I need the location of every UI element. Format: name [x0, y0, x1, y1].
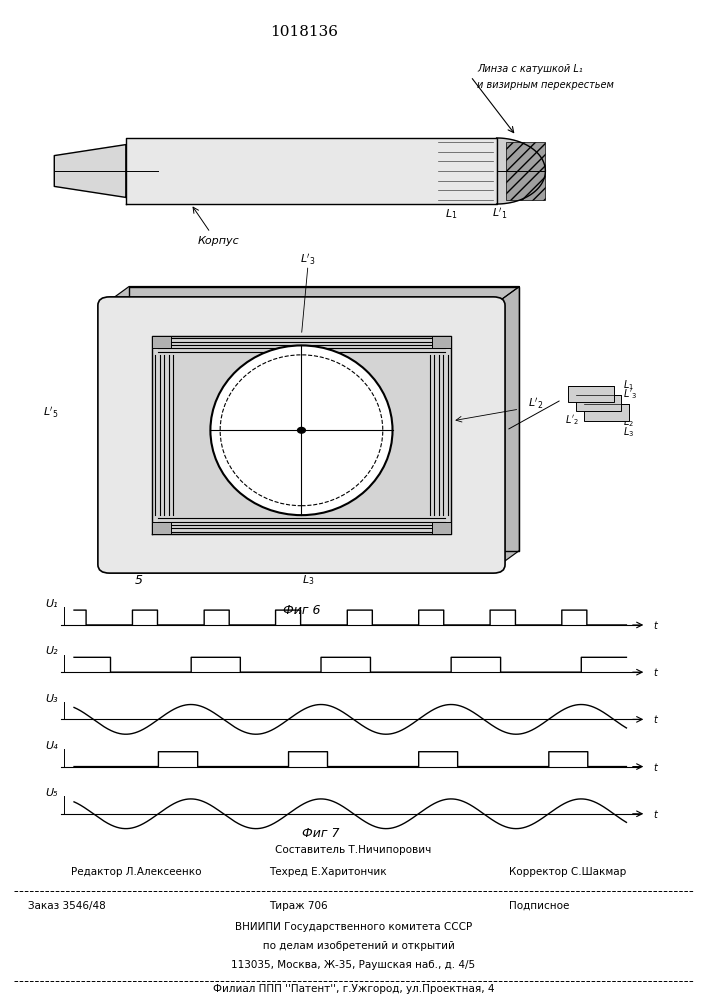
Text: $L'_3$: $L'_3$ [624, 387, 638, 401]
Text: $L'_2$: $L'_2$ [528, 396, 544, 411]
Text: $L_2$: $L_2$ [624, 416, 634, 429]
Text: 5: 5 [135, 574, 143, 586]
Text: $t$: $t$ [653, 619, 659, 631]
Ellipse shape [211, 345, 392, 515]
Text: Филиал ППП ''Патент'', г.Ужгород, ул.Проектная, 4: Филиал ППП ''Патент'', г.Ужгород, ул.Про… [213, 984, 494, 994]
Text: U₁: U₁ [45, 599, 57, 609]
Polygon shape [496, 138, 545, 204]
Text: $L'_2$: $L'_2$ [565, 413, 579, 427]
Text: U₂: U₂ [45, 646, 57, 656]
Bar [431, 522, 451, 534]
Bar [152, 336, 171, 348]
Text: по делам изобретений и открытий: по делам изобретений и открытий [252, 941, 455, 951]
Text: $L_3$: $L_3$ [302, 574, 314, 587]
Circle shape [298, 427, 305, 433]
Text: 1018136: 1018136 [270, 25, 338, 39]
Bar [584, 404, 629, 421]
Polygon shape [506, 142, 545, 200]
Bar [152, 522, 171, 534]
Bar [431, 336, 451, 348]
Text: $t$: $t$ [653, 761, 659, 773]
Text: Редактор Л.Алексеенко: Редактор Л.Алексеенко [71, 867, 201, 877]
Text: Линза с катушкой L₁: Линза с катушкой L₁ [477, 64, 583, 74]
Text: $L_1$: $L_1$ [445, 207, 457, 221]
Text: Фиг 7: Фиг 7 [302, 827, 340, 840]
Text: U₅: U₅ [45, 788, 57, 798]
Text: $t$: $t$ [653, 808, 659, 820]
Text: Корпус: Корпус [197, 236, 239, 246]
Text: $L'_1$: $L'_1$ [492, 207, 508, 221]
Text: Фиг 6: Фиг 6 [283, 604, 320, 617]
Text: и визирным перекрестьем: и визирным перекрестьем [477, 80, 614, 90]
Text: $L'_5$: $L'_5$ [43, 405, 59, 420]
Text: $L'_3$: $L'_3$ [300, 252, 316, 267]
Polygon shape [496, 286, 520, 567]
Polygon shape [129, 286, 520, 550]
Text: $t$: $t$ [653, 713, 659, 725]
Text: $t$: $t$ [653, 666, 659, 678]
Polygon shape [106, 303, 496, 567]
Text: Техред Е.Харитончик: Техред Е.Харитончик [269, 867, 386, 877]
Polygon shape [54, 145, 126, 197]
Polygon shape [106, 286, 520, 303]
Text: Заказ 3546/48: Заказ 3546/48 [28, 901, 106, 911]
Text: Тираж 706: Тираж 706 [269, 901, 327, 911]
Polygon shape [126, 138, 496, 204]
Text: Подписное: Подписное [509, 901, 569, 911]
Text: U₄: U₄ [45, 741, 57, 751]
Text: $L_3$: $L_3$ [624, 425, 635, 439]
Bar [568, 385, 614, 402]
Text: $L_1$: $L_1$ [624, 378, 634, 392]
Text: U₃: U₃ [45, 694, 57, 704]
Text: Корректор С.Шакмар: Корректор С.Шакмар [509, 867, 626, 877]
FancyBboxPatch shape [98, 297, 505, 573]
Polygon shape [152, 336, 451, 534]
Text: Составитель Т.Ничипорович: Составитель Т.Ничипорович [275, 845, 432, 855]
Bar [576, 395, 621, 411]
Text: ВНИИПИ Государственного комитета СССР: ВНИИПИ Государственного комитета СССР [235, 922, 472, 932]
Text: 113035, Москва, Ж-35, Раушская наб., д. 4/5: 113035, Москва, Ж-35, Раушская наб., д. … [231, 960, 476, 970]
